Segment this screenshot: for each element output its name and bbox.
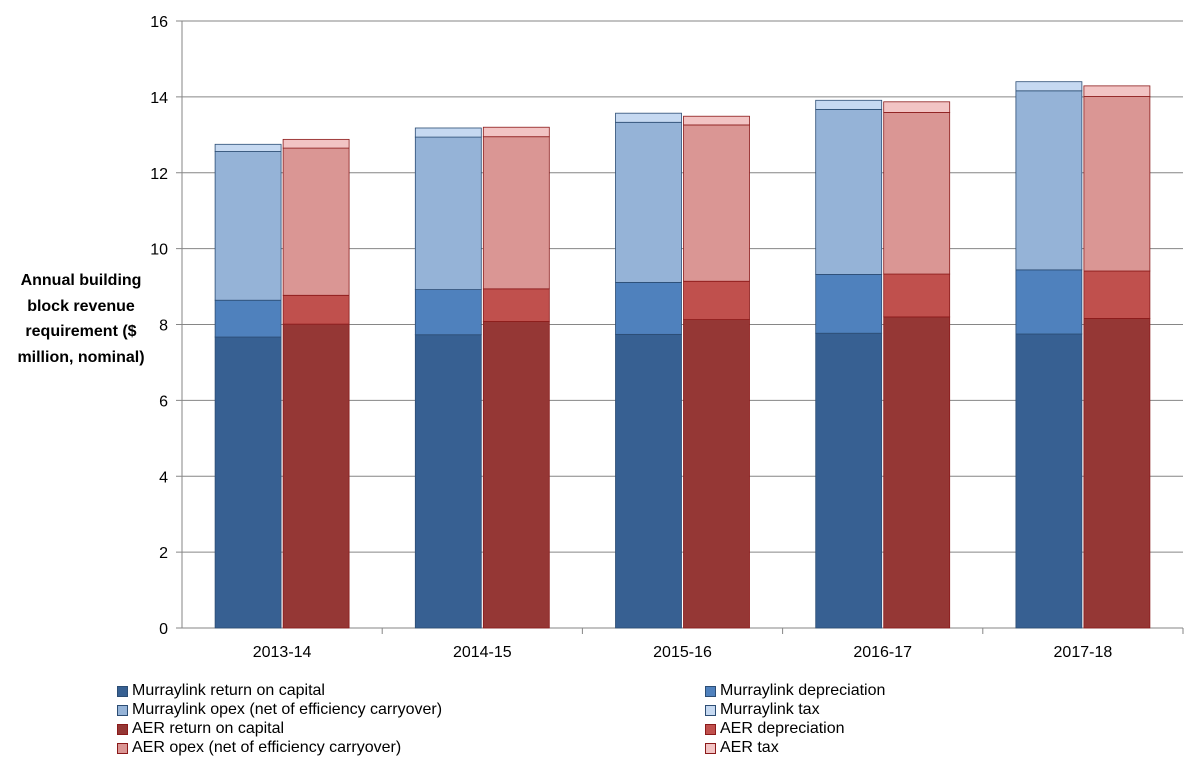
bar-segment [815, 332, 883, 629]
y-tick-label: 16 [150, 14, 168, 31]
bar-segment [1015, 81, 1083, 92]
legend-item: AER depreciation [705, 719, 845, 739]
bar-segment [482, 288, 550, 322]
bar-segment [683, 280, 750, 320]
plot-area: 0 2 4 6 8 10 12 14 16 2013-14 2014-15 2015-16 2016-1… [150, 14, 1184, 661]
bar-segment [214, 336, 282, 629]
legend-item: Murraylink depreciation [705, 681, 885, 701]
y-tick-label: 8 [159, 318, 168, 335]
legend-label: Murraylink opex (net of efficiency carry… [132, 701, 443, 718]
legend-swatch [705, 685, 716, 697]
legend-label: Murraylink return on capital [132, 682, 325, 699]
legend-label: AER return on capital [132, 720, 285, 737]
bar-segment [214, 143, 282, 152]
bar-segment [482, 136, 550, 290]
bar-segment [1015, 333, 1083, 629]
legend: Murraylink return on capital Murraylink d… [117, 681, 1177, 780]
y-tick-label: 0 [159, 621, 168, 638]
legend-swatch [117, 723, 128, 735]
bar-segment [1083, 318, 1151, 629]
bar-segment [1083, 96, 1151, 272]
bar-segment [683, 115, 750, 126]
bar-segment [282, 323, 350, 629]
bar-segment [282, 147, 350, 296]
y-tick-label: 10 [150, 242, 168, 259]
bar-segment [1015, 269, 1083, 335]
bar-segment [683, 124, 750, 282]
x-tick-label: 2015-16 [653, 644, 712, 661]
legend-label: AER depreciation [720, 720, 845, 737]
bar-segment [414, 289, 482, 336]
legend-swatch [117, 685, 128, 697]
x-tick-label: 2014-15 [453, 644, 512, 661]
y-tick-label: 2 [159, 545, 168, 562]
legend-item: AER return on capital [117, 719, 284, 739]
bar-segment [883, 112, 951, 275]
legend-item: AER opex (net of efficiency carryover) [117, 738, 401, 758]
y-tick-label: 14 [150, 90, 168, 107]
legend-swatch [117, 742, 128, 754]
bar-segment [615, 121, 682, 283]
bar-segment [1083, 270, 1151, 319]
x-tick-label: 2013-14 [253, 644, 312, 661]
bar-segment [1015, 90, 1083, 271]
y-tick-label: 6 [159, 393, 168, 410]
legend-item: Murraylink tax [705, 700, 820, 720]
legend-swatch [705, 742, 716, 754]
legend-swatch [705, 704, 716, 716]
bar-segment [282, 294, 350, 325]
bar-segment [414, 136, 482, 290]
legend-label: Murraylink tax [720, 701, 820, 718]
bar-segment [815, 108, 883, 275]
legend-item: Murraylink opex (net of efficiency carry… [117, 700, 442, 720]
legend-item: Murraylink return on capital [117, 681, 325, 701]
legend-label: Murraylink depreciation [720, 682, 886, 699]
bar-segment [883, 101, 951, 113]
legend-label: AER tax [720, 739, 779, 756]
x-tick-label: 2016-17 [853, 644, 912, 661]
legend-swatch [705, 723, 716, 735]
y-tick-label: 12 [150, 166, 168, 183]
bar-segment [683, 319, 750, 629]
bar-segment [883, 273, 951, 318]
bar-segment [883, 316, 951, 629]
bar-segment [815, 99, 883, 110]
bar-segment [615, 333, 682, 629]
bar-segment [214, 299, 282, 338]
legend-swatch [117, 704, 128, 716]
y-tick-label: 4 [159, 469, 168, 486]
bar-segment [815, 274, 883, 334]
bar-segment [414, 334, 482, 629]
bar-segment [615, 112, 682, 123]
x-tick-label: 2017-18 [1054, 644, 1113, 661]
bar-segment [414, 127, 482, 138]
bar-segment [615, 281, 682, 335]
bar-segment [482, 126, 550, 138]
bar-segment [482, 321, 550, 629]
bar-segment [1083, 85, 1151, 97]
legend-label: AER opex (net of efficiency carryover) [132, 739, 402, 756]
bar-segment [214, 151, 282, 301]
y-axis-title: Annual building block revenue requiremen… [17, 272, 145, 366]
bar-segment [282, 138, 350, 149]
legend-item: AER tax [705, 738, 779, 758]
